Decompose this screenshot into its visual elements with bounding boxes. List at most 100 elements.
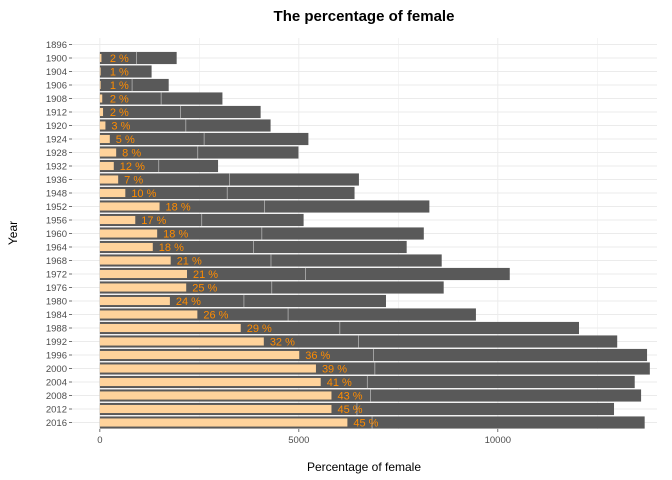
percentage-label: 41 % [327,377,352,389]
female-bar [99,256,171,265]
female-bar [99,80,101,90]
y-tick-label: 1980 [46,297,67,308]
percentage-label: 18 % [163,229,188,241]
x-tick-label: 10000 [485,435,511,446]
female-bar [99,242,153,252]
total-bar [99,146,299,159]
y-tick-label: 2000 [46,364,67,375]
y-tick-label: 2008 [46,391,67,402]
female-bar [99,188,126,198]
percentage-label: 12 % [120,161,145,173]
x-tick-label: 5000 [288,435,309,446]
percentage-label: 17 % [141,215,166,227]
y-tick-label: 1932 [46,162,67,173]
total-bar [99,105,261,119]
female-bar [99,283,187,292]
female-bar [99,377,321,387]
y-tick-label: 2004 [46,378,67,389]
y-tick-label: 1984 [46,310,67,321]
female-bar [99,229,158,238]
female-bar [99,310,198,319]
y-tick-label: 2016 [46,418,67,429]
percentage-label: 45 % [337,404,362,416]
female-bar [99,121,106,130]
total-bar [99,294,386,308]
y-tick-label: 1952 [46,202,67,213]
percentage-label: 2 % [110,107,129,119]
percentage-label: 1 % [110,67,129,79]
female-bar [99,269,188,279]
total-bar [99,267,510,281]
female-bar [99,148,117,157]
y-tick-label: 1904 [46,67,67,78]
data-labels: 2 %1 %1 %2 %2 %3 %5 %8 %12 %7 %10 %18 %1… [110,53,379,430]
percentage-label: 26 % [203,310,228,322]
female-bar [99,404,332,414]
y-tick-label: 1906 [46,81,67,92]
percentage-label: 24 % [176,296,201,308]
percentage-label: 32 % [270,337,295,349]
y-tick-label: 1996 [46,351,67,362]
y-axis-title: Year [6,221,20,245]
female-bar [99,107,104,117]
y-tick-label: 1988 [46,324,67,335]
female-bar [99,202,160,211]
female-bar [99,350,300,360]
female-bar [99,296,170,306]
female-bar [99,175,119,184]
y-tick-label: 1920 [46,121,67,132]
percentage-label: 36 % [305,350,330,362]
percentage-label: 21 % [177,256,202,268]
percentage-label: 18 % [166,202,191,214]
y-tick-label: 1896 [46,40,67,51]
y-tick-label: 1928 [46,148,67,159]
total-bar [99,51,177,65]
percentage-label: 2 % [110,53,129,65]
y-tick-label: 1976 [46,283,67,294]
percentage-label: 2 % [110,94,129,106]
percentage-label: 18 % [159,242,184,254]
percentage-label: 39 % [322,364,347,376]
female-bar [99,53,102,63]
percentage-label: 7 % [124,175,143,187]
y-tick-label: 2012 [46,405,67,416]
x-tick-label: 0 [97,435,102,446]
female-bar [99,161,114,171]
percentage-label: 29 % [247,323,272,335]
percentage-label: 45 % [353,418,378,430]
total-bar [99,119,271,132]
percentage-label: 21 % [193,269,218,281]
x-axis-ticks: 0 5000 10000 [97,429,511,446]
female-bar [99,67,101,76]
y-tick-label: 1972 [46,270,67,281]
y-tick-label: 1900 [46,54,67,65]
female-bar [99,364,316,373]
female-bar [99,418,348,427]
x-axis-title: Percentage of female [307,460,421,474]
percentage-label: 25 % [192,283,217,295]
y-tick-label: 1936 [46,175,67,186]
female-bar [99,323,241,333]
percentage-label: 43 % [337,391,362,403]
percentage-label: 10 % [131,188,156,200]
y-tick-label: 1968 [46,256,67,267]
female-bar [99,134,110,144]
percentage-label: 5 % [116,134,135,146]
y-tick-label: 1908 [46,94,67,105]
female-bar [99,391,332,400]
total-bar [99,78,169,92]
percentage-label: 1 % [110,80,129,92]
y-tick-label: 1960 [46,229,67,240]
y-axis-ticks: 1896 1900 1904 1906 1908 1912 1920 1924 1928 1932… [46,40,72,429]
chart-title: The percentage of female [274,8,455,25]
percentage-label: 8 % [122,148,141,160]
bars [99,51,650,429]
y-tick-label: 1992 [46,337,67,348]
percentage-label: 3 % [111,121,130,133]
female-bar [99,94,103,103]
y-tick-label: 1948 [46,189,67,200]
female-bar [99,215,136,225]
y-tick-label: 1964 [46,243,67,254]
total-bar [99,65,152,78]
